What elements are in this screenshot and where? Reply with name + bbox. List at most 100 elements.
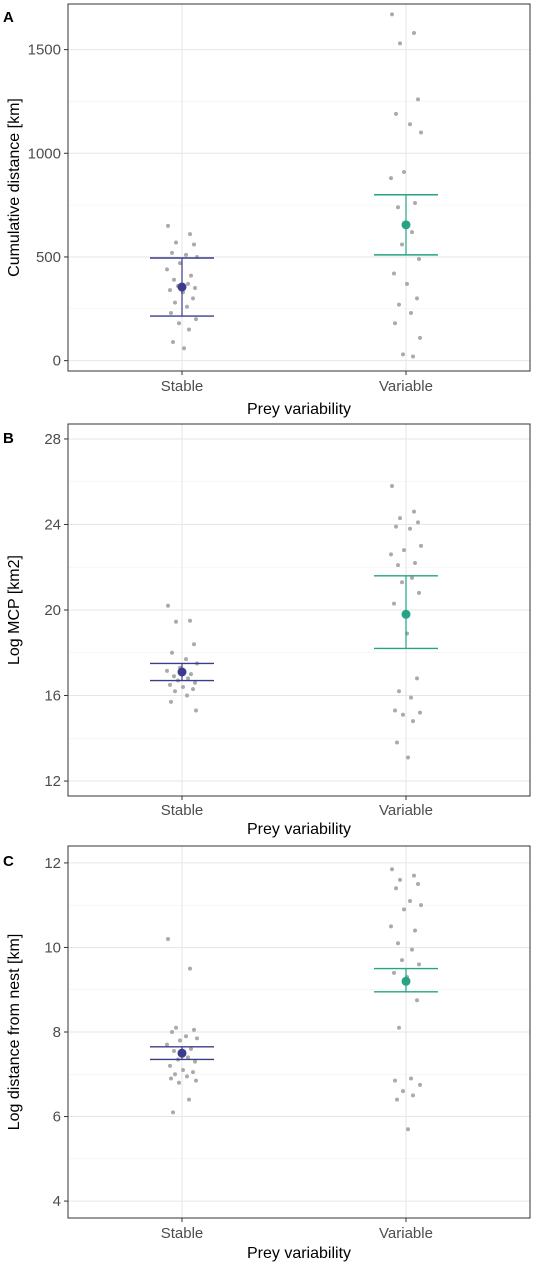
data-point	[170, 1030, 174, 1034]
data-point	[191, 1070, 195, 1075]
data-point	[185, 304, 189, 309]
data-point	[184, 252, 188, 257]
data-point	[177, 1080, 181, 1085]
data-point	[415, 998, 419, 1003]
data-point	[195, 1036, 199, 1041]
data-point	[166, 937, 170, 941]
data-point	[185, 693, 189, 698]
data-point	[188, 966, 192, 971]
data-point	[406, 1127, 410, 1132]
chart-panel-c: 4 6 8 10 12 Stable Variable Prey variability Log…	[3, 845, 531, 1262]
mean-point	[401, 220, 411, 230]
data-point	[390, 484, 394, 488]
data-point	[418, 710, 422, 715]
data-point	[397, 1025, 401, 1030]
data-point	[168, 682, 172, 687]
data-point	[398, 41, 402, 46]
data-point	[192, 642, 196, 647]
data-point	[193, 680, 197, 685]
data-point	[411, 1093, 415, 1098]
data-point	[412, 31, 416, 36]
data-point	[182, 346, 186, 351]
data-point	[397, 302, 401, 307]
data-point	[177, 321, 181, 326]
data-point	[394, 524, 398, 529]
data-point	[413, 560, 417, 565]
data-point	[187, 1097, 191, 1102]
data-point	[413, 928, 417, 933]
data-point	[188, 618, 192, 623]
data-point	[419, 903, 423, 908]
data-point	[415, 676, 419, 681]
data-point	[192, 242, 196, 247]
data-point	[169, 699, 173, 704]
mean-point	[177, 667, 187, 677]
data-point	[392, 601, 396, 606]
data-point	[185, 1074, 189, 1079]
data-point	[417, 962, 421, 967]
y-tick-label: 12	[44, 855, 61, 872]
data-point	[409, 310, 413, 315]
y-tick-label: 6	[53, 1109, 61, 1126]
data-point	[400, 242, 404, 247]
data-point	[410, 575, 414, 580]
panel-letter: A	[3, 9, 14, 26]
data-point	[416, 882, 420, 887]
data-point	[405, 281, 409, 286]
data-point	[174, 1025, 178, 1030]
data-point	[415, 296, 419, 301]
x-axis-title: Prey variability	[247, 1245, 351, 1262]
x-tick-label: Variable	[379, 802, 433, 819]
data-point	[166, 223, 170, 228]
data-point	[186, 676, 190, 681]
chart-panel-b: 12 16 20 24 28 Stable Variable Prey variability…	[3, 423, 531, 838]
data-point	[171, 1110, 175, 1115]
data-point	[184, 1034, 188, 1039]
data-point	[419, 543, 423, 548]
data-point	[416, 520, 420, 525]
data-point	[397, 689, 401, 694]
data-point	[400, 580, 404, 585]
mean-point	[177, 1048, 187, 1058]
data-point	[412, 873, 416, 878]
data-point	[408, 898, 412, 903]
chart-panel-a: 0 500 1000 1500 Stable Variable Prey variabili…	[3, 3, 531, 418]
data-point	[178, 1038, 182, 1043]
data-point	[191, 296, 195, 301]
data-point	[194, 317, 198, 322]
data-point	[416, 97, 420, 102]
data-point	[396, 205, 400, 210]
panel-letter: B	[3, 430, 14, 447]
data-point	[174, 619, 178, 624]
data-point	[411, 719, 415, 724]
data-point	[410, 947, 414, 952]
data-point	[186, 281, 190, 286]
data-point	[173, 689, 177, 694]
data-point	[171, 339, 175, 344]
data-point	[418, 335, 422, 340]
data-point	[418, 1082, 422, 1087]
data-point	[189, 273, 193, 278]
x-tick-label: Stable	[161, 378, 204, 395]
data-point	[169, 310, 173, 315]
data-point	[394, 111, 398, 116]
data-point	[189, 672, 193, 677]
y-tick-label: 12	[44, 773, 61, 790]
data-point	[419, 130, 423, 135]
data-point	[172, 674, 176, 679]
panel-letter: C	[3, 853, 14, 870]
data-point	[193, 1059, 197, 1064]
plot-background	[68, 4, 530, 371]
y-tick-label: 4	[53, 1193, 61, 1210]
data-point	[173, 300, 177, 305]
data-point	[165, 668, 169, 673]
data-point	[408, 122, 412, 127]
data-point	[181, 684, 185, 689]
y-tick-label: 0	[53, 353, 61, 370]
y-axis-title: Log MCP [km2]	[6, 555, 23, 665]
data-point	[170, 250, 174, 255]
data-point	[401, 1089, 405, 1094]
data-point	[395, 1097, 399, 1102]
y-tick-label: 500	[36, 249, 61, 266]
data-point	[389, 924, 393, 929]
